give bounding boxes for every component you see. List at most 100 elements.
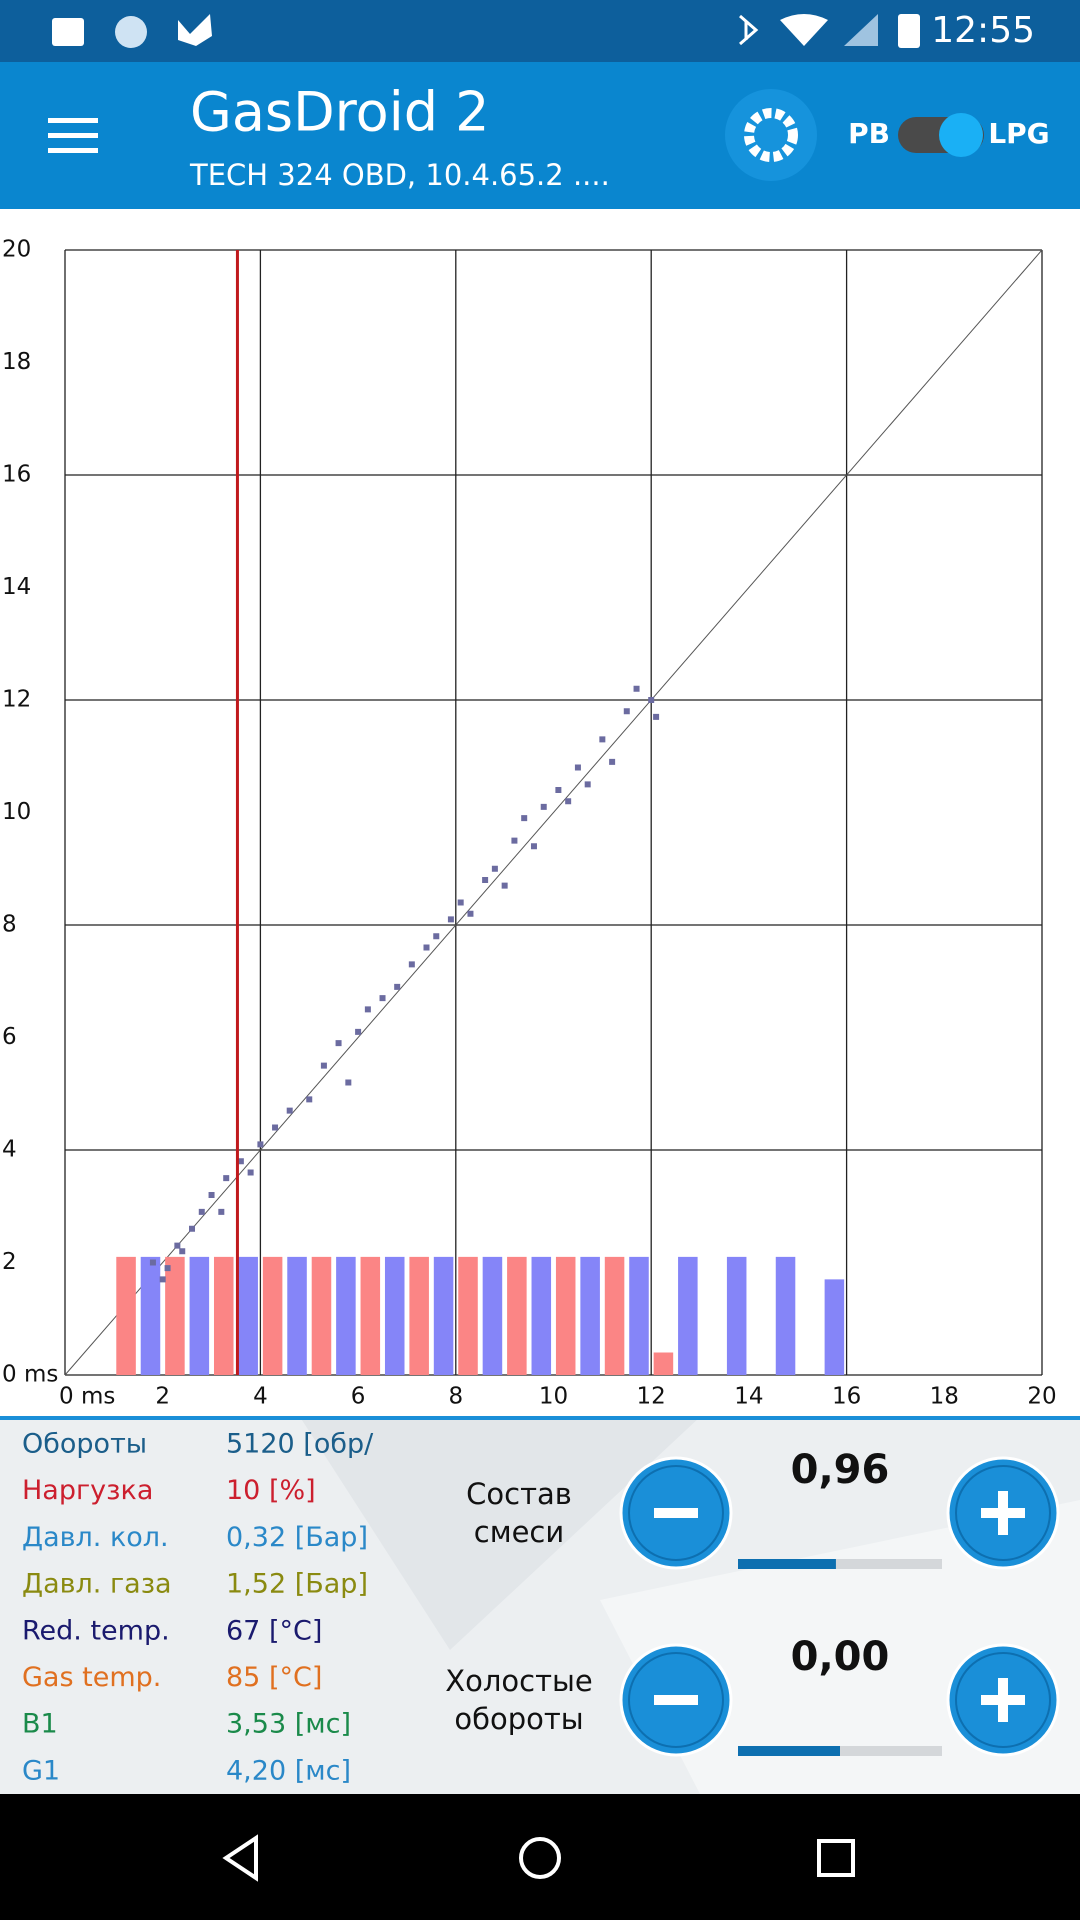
battery-icon bbox=[898, 14, 920, 48]
slider-fill bbox=[738, 1559, 836, 1569]
x-tick-label: 0 ms bbox=[59, 1384, 115, 1410]
y-tick-label: 4 bbox=[2, 1137, 17, 1163]
plus-button[interactable] bbox=[946, 1456, 1060, 1570]
bar bbox=[629, 1256, 649, 1375]
bar bbox=[409, 1256, 429, 1375]
y-tick-label: 6 bbox=[2, 1024, 17, 1050]
reading-value: 85 [°C] bbox=[226, 1662, 322, 1693]
menu-button[interactable] bbox=[48, 118, 98, 153]
reading-label: Давл. газа bbox=[22, 1569, 172, 1600]
scatter-point bbox=[491, 865, 498, 872]
chart: 0 ms 2 4 6 8 10 12 14 16 18 20 0 ms 2 4 6 8 10 12 14 16 18 20 bbox=[2, 237, 1057, 1410]
icon-bar bbox=[654, 1508, 698, 1518]
toggle-right-label: LPG bbox=[988, 117, 1049, 150]
bar bbox=[555, 1256, 576, 1375]
bar bbox=[287, 1256, 307, 1375]
scatter-point bbox=[565, 798, 572, 805]
button-bg bbox=[725, 89, 817, 181]
panel-pattern bbox=[300, 1417, 700, 1650]
scatter-point bbox=[218, 1208, 225, 1215]
scatter-point bbox=[159, 1276, 166, 1283]
toggle-knob bbox=[939, 113, 983, 157]
slider-track bbox=[738, 1559, 942, 1569]
minus-button[interactable] bbox=[619, 1456, 733, 1570]
y-tick-label: 10 bbox=[2, 799, 31, 825]
gear-icon bbox=[744, 108, 798, 162]
y-tick-label: 0 ms bbox=[2, 1362, 58, 1388]
bar bbox=[507, 1256, 527, 1375]
scatter-point bbox=[574, 764, 581, 771]
bar bbox=[165, 1256, 185, 1375]
reading-label: Gas temp. bbox=[22, 1662, 161, 1693]
scatter-point bbox=[633, 685, 640, 692]
bar bbox=[726, 1256, 747, 1375]
bar bbox=[189, 1256, 210, 1375]
bar bbox=[336, 1256, 356, 1375]
readings: Обороты 5120 [обр/Наргузка 10 [%] Давл. кол… bbox=[22, 1429, 374, 1787]
scatter-point bbox=[247, 1169, 254, 1176]
bar bbox=[458, 1256, 478, 1375]
scatter-point bbox=[179, 1248, 186, 1255]
bar bbox=[433, 1256, 454, 1375]
x-tick-label: 16 bbox=[832, 1384, 861, 1410]
reading-value: 4,20 [мс] bbox=[226, 1755, 351, 1786]
fuel-toggle[interactable] bbox=[898, 113, 984, 157]
button-ring bbox=[955, 1652, 1051, 1748]
bar bbox=[311, 1256, 332, 1375]
scatter-point bbox=[530, 843, 537, 850]
control-label: Холостые bbox=[445, 1664, 592, 1698]
reference-line bbox=[64, 249, 1043, 1376]
scatter-point bbox=[345, 1079, 352, 1086]
settings-button[interactable] bbox=[725, 89, 817, 181]
scatter-point bbox=[623, 708, 630, 715]
control-value: 0,00 bbox=[791, 1634, 890, 1680]
bar bbox=[213, 1256, 234, 1375]
home-button[interactable] bbox=[519, 1837, 561, 1879]
scatter-point bbox=[394, 983, 401, 990]
reading-label: Обороты bbox=[22, 1429, 147, 1460]
bar bbox=[604, 1256, 625, 1375]
reading-label: G1 bbox=[22, 1755, 60, 1786]
scatter-point bbox=[257, 1141, 264, 1148]
minus-button[interactable] bbox=[619, 1643, 733, 1757]
scatter-point bbox=[174, 1242, 181, 1249]
control-label: смеси bbox=[474, 1515, 564, 1549]
scatter-point bbox=[379, 995, 386, 1002]
reading-label: Давл. кол. bbox=[22, 1522, 169, 1553]
scatter-point bbox=[609, 758, 616, 765]
control-label: Состав bbox=[466, 1477, 572, 1511]
back-button[interactable] bbox=[222, 1834, 258, 1882]
scatter-point bbox=[355, 1028, 362, 1035]
y-tick-label: 14 bbox=[2, 574, 31, 600]
scatter-point bbox=[320, 1062, 327, 1069]
reading-value: 10 [%] bbox=[226, 1475, 316, 1506]
bar bbox=[580, 1256, 600, 1375]
bar bbox=[531, 1256, 552, 1375]
scatter-point bbox=[223, 1175, 230, 1182]
scatter-point bbox=[306, 1096, 313, 1103]
y-tick-label: 8 bbox=[2, 912, 17, 938]
recents-button[interactable] bbox=[817, 1839, 855, 1877]
scatter-point bbox=[237, 1158, 244, 1165]
scatter-point bbox=[482, 877, 489, 883]
scatter-point bbox=[599, 736, 606, 743]
wifi-icon bbox=[780, 14, 828, 46]
reading-label: Red. temp. bbox=[22, 1615, 170, 1646]
scatter-point bbox=[555, 787, 562, 793]
panel-divider bbox=[0, 1416, 1080, 1420]
reading-value: 3,53 [мс] bbox=[226, 1709, 351, 1740]
bar bbox=[678, 1256, 698, 1375]
scatter-point bbox=[511, 837, 518, 844]
reading-value: 0,32 [Бар] bbox=[226, 1522, 368, 1553]
button-ring bbox=[628, 1652, 724, 1748]
scatter-point bbox=[467, 910, 474, 917]
icon-bar bbox=[998, 1491, 1008, 1535]
scatter-point bbox=[335, 1040, 342, 1047]
x-tick-label: 12 bbox=[637, 1384, 666, 1410]
plus-button[interactable] bbox=[946, 1643, 1060, 1757]
x-tick-label: 20 bbox=[1027, 1384, 1056, 1410]
clock: 12:55 bbox=[931, 10, 1035, 51]
button-ring bbox=[955, 1465, 1051, 1561]
scatter-point bbox=[149, 1259, 156, 1266]
